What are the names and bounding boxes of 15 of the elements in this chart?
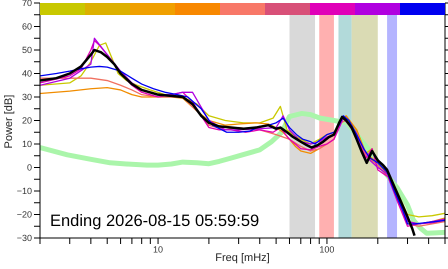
- annotation: Ending 2026-08-15 05:59:59: [50, 212, 260, 231]
- y-tick-label: 30: [22, 92, 32, 102]
- x-axis-title: Freq [mHz]: [215, 252, 270, 264]
- y-tick-label: 10: [22, 139, 32, 150]
- y-tick-label: 40: [22, 68, 32, 79]
- y-tick-label: 60: [22, 22, 32, 32]
- y-tick-label: −10: [16, 186, 32, 196]
- y-tick-label: 20: [22, 116, 32, 126]
- y-tick-label: −30: [16, 233, 32, 244]
- y-tick-label: 70: [22, 0, 32, 8]
- x-tick-label: 100: [319, 244, 334, 254]
- y-tick-label: −20: [16, 210, 32, 220]
- y-tick-label: 50: [22, 45, 32, 56]
- y-tick-label: 0: [26, 162, 32, 173]
- y-axis-title: Power [dB]: [2, 94, 15, 148]
